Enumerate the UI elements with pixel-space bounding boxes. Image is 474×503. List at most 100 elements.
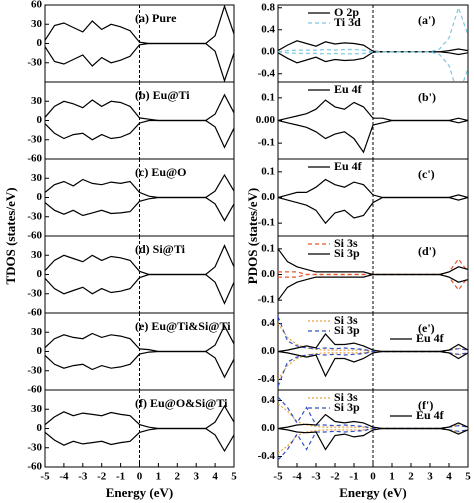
legend-label: Si 3s (334, 390, 358, 404)
panel-label: (e) Eu@Ti&Si@Ti (135, 319, 231, 333)
panel-label: (e') (418, 321, 435, 335)
x-tick-label: -3 (78, 471, 88, 483)
x-tick-label: -4 (292, 471, 302, 483)
x-tick-label: -4 (59, 471, 69, 483)
y-tick-label: 60 (31, 0, 43, 11)
legend-label: Si 3p (334, 323, 360, 337)
legend-label: Si 3p (334, 246, 360, 260)
y-tick-label: -60 (27, 307, 42, 319)
x-tick-label: -5 (273, 471, 283, 483)
x-axis-label: Energy (eV) (339, 485, 407, 500)
y-axis-label: PDOS (states/eV) (245, 188, 260, 284)
x-tick-label: 2 (408, 471, 414, 483)
y-tick-label: -0.1 (258, 294, 275, 306)
dos-curve (278, 119, 468, 154)
panel-label: (b') (418, 90, 436, 104)
y-tick-label: 30 (31, 18, 43, 30)
y-tick-label: 0.4 (261, 317, 275, 329)
y-tick-label: 0 (37, 345, 43, 357)
x-tick-label: 3 (193, 471, 199, 483)
legend-label: Eu 4f (334, 159, 363, 173)
y-tick-label: 0.4 (261, 394, 275, 406)
y-tick-label: -0.4 (258, 450, 276, 462)
dos-curve (278, 350, 468, 378)
x-tick-label: -2 (97, 471, 107, 483)
dos-curve (45, 196, 234, 222)
y-tick-label: -60 (27, 384, 42, 396)
legend-label: Si 3p (334, 400, 360, 414)
dos-curve (278, 196, 468, 225)
y-tick-label: 0.0 (261, 191, 275, 203)
x-tick-label: 0 (137, 471, 143, 483)
dos-curve (45, 119, 234, 149)
y-tick-label: 0.0 (261, 422, 275, 434)
dos-curve (45, 42, 234, 82)
y-tick-label: 0.1 (261, 165, 275, 177)
legend-label: Si 3s (334, 313, 358, 327)
x-tick-label: 1 (389, 471, 395, 483)
panel-label: (c) Eu@O (135, 165, 187, 179)
panel-label: (d') (418, 244, 436, 258)
x-tick-label: 2 (175, 471, 181, 483)
y-tick-label: -60 (27, 461, 42, 473)
y-tick-label: 0.0 (261, 345, 275, 357)
y-tick-label: 30 (31, 403, 43, 415)
y-tick-label: 0 (37, 37, 43, 49)
x-tick-label: 1 (156, 471, 162, 483)
dos-curve (45, 273, 234, 305)
y-tick-label: 0.0 (261, 45, 275, 57)
x-tick-label: -1 (116, 471, 125, 483)
y-tick-label: 0.8 (261, 1, 275, 13)
panel-label: (f) Eu@O&Si@Ti (135, 396, 228, 410)
x-tick-label: -5 (40, 471, 50, 483)
y-tick-label: 0.00 (256, 114, 276, 126)
legend-label: Eu 4f (416, 331, 445, 345)
legend-label: O 2p (334, 5, 359, 19)
y-tick-label: 0 (37, 114, 43, 126)
x-tick-label: 5 (231, 471, 237, 483)
panel-label: (b) Eu@Ti (135, 88, 190, 102)
legend-label: Ti 3d (334, 15, 361, 29)
dos-curve (278, 51, 468, 82)
panel-label: (d) Si@Ti (135, 242, 186, 256)
panel-label: (a') (418, 13, 435, 27)
panel-label: (a) Pure (135, 11, 177, 25)
x-tick-label: 4 (212, 471, 218, 483)
x-tick-label: 0 (370, 471, 376, 483)
dos-curve (278, 273, 468, 301)
y-tick-label: -0.4 (258, 67, 276, 79)
y-tick-label: -30 (27, 210, 42, 222)
legend-label: Eu 4f (334, 82, 363, 96)
y-tick-label: 30 (31, 95, 43, 107)
y-tick-label: -0.1 (258, 137, 275, 149)
y-tick-label: -60 (27, 230, 42, 242)
x-tick-label: 3 (427, 471, 433, 483)
x-tick-label: -3 (311, 471, 321, 483)
panel-label: (f') (418, 398, 433, 412)
x-tick-label: 5 (465, 471, 471, 483)
y-tick-label: -60 (27, 153, 42, 165)
y-tick-label: 0.1 (261, 91, 275, 103)
y-tick-label: 0 (37, 191, 43, 203)
y-tick-label: -30 (27, 441, 42, 453)
y-tick-label: 0.0 (261, 268, 275, 280)
y-tick-label: 30 (31, 326, 43, 338)
y-tick-label: -0.4 (258, 373, 276, 385)
panel-label: (c') (418, 167, 435, 181)
dos-curve (278, 427, 468, 451)
y-tick-label: 30 (31, 249, 43, 261)
x-axis-label: Energy (eV) (106, 485, 174, 500)
y-tick-label: 0.1 (261, 242, 275, 254)
y-tick-label: -0.1 (258, 217, 275, 229)
dos-curve (278, 51, 468, 64)
y-tick-label: -30 (27, 287, 42, 299)
y-tick-label: 30 (31, 172, 43, 184)
y-axis-label: TDOS (states/eV) (3, 187, 18, 284)
x-tick-label: 4 (446, 471, 452, 483)
legend-label: Si 3s (334, 236, 358, 250)
y-tick-label: -30 (27, 133, 42, 145)
dos-curve (45, 427, 234, 453)
legend-label: Eu 4f (416, 408, 445, 422)
x-tick-label: -1 (349, 471, 358, 483)
